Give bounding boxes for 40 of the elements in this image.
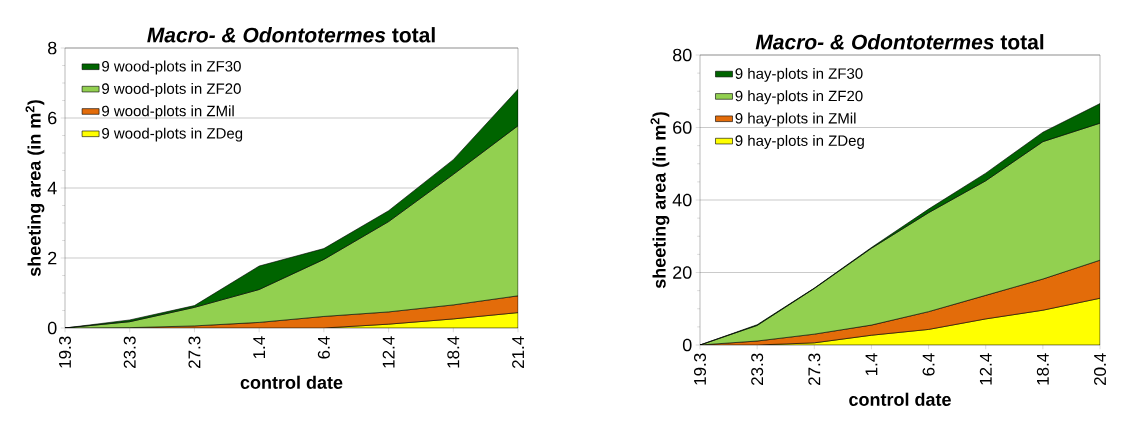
y-tick-label: 2: [48, 251, 57, 265]
x-tick-label: 21.4: [512, 336, 524, 368]
y-tick-label: 0: [682, 338, 692, 352]
chart-title: Macro- & Odontotermes total: [755, 34, 1044, 50]
x-tick-label: 23.3: [123, 336, 136, 368]
y-tick-label: 6: [48, 111, 57, 125]
x-axis-title: control date: [849, 392, 951, 406]
legend-label: 9 hay-plots in ZF30: [735, 67, 863, 82]
y-axis-title: sheeting area (in m$^{2}$): [25, 100, 45, 277]
x-tick-label: 6.4: [922, 353, 935, 376]
legend-label: 9 hay-plots in ZF20: [735, 90, 863, 105]
y-tick-label: 8: [48, 41, 57, 55]
legend-label: 9 wood-plots in ZMil: [102, 105, 234, 120]
x-tick-label: 18.4: [1036, 353, 1049, 385]
x-tick-label: 18.4: [447, 336, 460, 368]
x-tick-label: 6.4: [317, 336, 330, 359]
chart-title: Macro- & Odontotermes total: [147, 27, 435, 43]
x-tick-label: 20.4: [1093, 353, 1107, 385]
y-tick-label: 40: [672, 193, 692, 207]
x-tick-label: 19.3: [58, 336, 72, 368]
x-tick-label: 1.4: [865, 353, 878, 376]
legend-label: 9 wood-plots in ZF30: [102, 60, 241, 75]
x-tick-label: 27.3: [808, 353, 821, 385]
legend-label: 9 wood-plots in ZDeg: [102, 127, 243, 142]
x-axis-title: control date: [240, 375, 343, 389]
y-tick-label: 80: [673, 48, 692, 62]
x-tick-label: 12.4: [979, 353, 992, 385]
x-tick-label: 12.4: [382, 336, 395, 368]
y-axis-title: sheeting area (in m$^{2}$): [650, 112, 670, 289]
x-tick-label: 27.3: [188, 336, 201, 368]
legend-label: 9 wood-plots in ZF20: [102, 82, 241, 97]
x-tick-label: 1.4: [253, 336, 265, 359]
y-tick-label: 4: [47, 181, 57, 195]
y-tick-label: 20: [673, 266, 692, 279]
x-tick-label: 23.3: [751, 353, 764, 385]
y-tick-label: 0: [47, 321, 57, 335]
legend-label: 9 hay-plots in ZDeg: [735, 134, 864, 149]
x-tick-label: 19.3: [693, 353, 707, 385]
y-tick-label: 60: [673, 121, 692, 134]
legend-label: 9 hay-plots in ZMil: [735, 112, 856, 127]
